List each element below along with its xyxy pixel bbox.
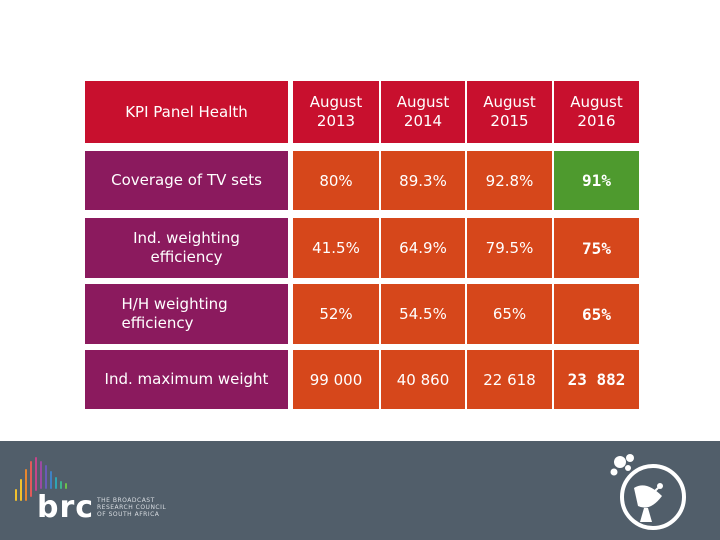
value-text: 65% [492, 305, 527, 323]
row-label: Ind. weighting efficiency [133, 229, 240, 266]
value-cell: 22 618 [467, 350, 552, 409]
header-col-line2: 2015 [490, 112, 529, 130]
value-text: 80% [319, 171, 353, 190]
header-col-2013: August 2013 [293, 81, 379, 143]
value-text: 52% [319, 305, 353, 323]
value-cell-highlight: 91% [554, 151, 639, 210]
value-text: 64.9% [399, 239, 447, 257]
header-col-line2: 2013 [316, 112, 356, 130]
header-col-line1: August [396, 93, 450, 111]
header-col-line1: August [483, 93, 536, 111]
logo-subtext-line: OF SOUTH AFRICA [97, 511, 160, 518]
row-label: Ind. maximum weight [104, 370, 269, 388]
value-cell: 65% [467, 284, 552, 344]
header-col-2014: August 2014 [381, 81, 465, 143]
row-label-cell: H/H weighting efficiency [85, 284, 288, 344]
header-col-line1: August [309, 93, 363, 111]
value-cell: 92.8% [467, 151, 552, 210]
value-cell: 89.3% [381, 151, 465, 210]
brc-logo-subtext: THE BROADCAST RESEARCH COUNCIL OF SOUTH … [97, 497, 166, 518]
header-col-line2: 2016 [577, 112, 616, 130]
value-cell: 54.5% [381, 284, 465, 344]
logo-subtext-line: RESEARCH COUNCIL [97, 504, 167, 511]
footer-bar [0, 441, 720, 540]
header-label-cell: KPI Panel Health [85, 81, 288, 143]
value-text: 89.3% [399, 171, 447, 190]
value-text: 40 860 [396, 370, 450, 389]
brc-logo-bars-icon [15, 457, 67, 501]
header-col-2015: August 2015 [467, 81, 552, 143]
row-label: H/H weighting efficiency [121, 295, 228, 332]
row-label-cell: Ind. weighting efficiency [85, 218, 288, 278]
value-cell: 65% [554, 284, 639, 344]
satellite-dish-icon [610, 454, 686, 530]
row-label-cell: Coverage of TV sets [85, 151, 288, 210]
header-col-2016: August 2016 [554, 81, 639, 143]
brc-logo-text: brc [37, 490, 95, 525]
value-text: 91% [582, 171, 611, 190]
value-text: 99 000 [309, 370, 363, 389]
value-cell: 80% [293, 151, 379, 210]
value-cell: 75% [554, 218, 639, 278]
value-cell: 79.5% [467, 218, 552, 278]
value-cell: 40 860 [381, 350, 465, 409]
value-text: 92.8% [485, 171, 534, 190]
header-col-line1: August [570, 93, 623, 111]
value-text: 79.5% [485, 239, 534, 257]
value-text: 22 618 [483, 370, 536, 389]
row-label: Coverage of TV sets [111, 171, 262, 189]
row-label-cell: Ind. maximum weight [85, 350, 288, 409]
value-text: 41.5% [312, 239, 360, 257]
value-text: 75% [582, 238, 611, 258]
header-col-line2: 2014 [403, 112, 443, 130]
value-cell: 99 000 [293, 350, 379, 409]
header-label: KPI Panel Health [125, 103, 248, 121]
value-text: 65% [582, 304, 611, 324]
value-cell: 64.9% [381, 218, 465, 278]
value-text: 54.5% [399, 305, 447, 323]
value-cell: 41.5% [293, 218, 379, 278]
value-cell: 23 882 [554, 350, 639, 409]
logo-subtext-line: THE BROADCAST [97, 497, 155, 504]
value-cell: 52% [293, 284, 379, 344]
value-text: 23 882 [567, 370, 626, 389]
